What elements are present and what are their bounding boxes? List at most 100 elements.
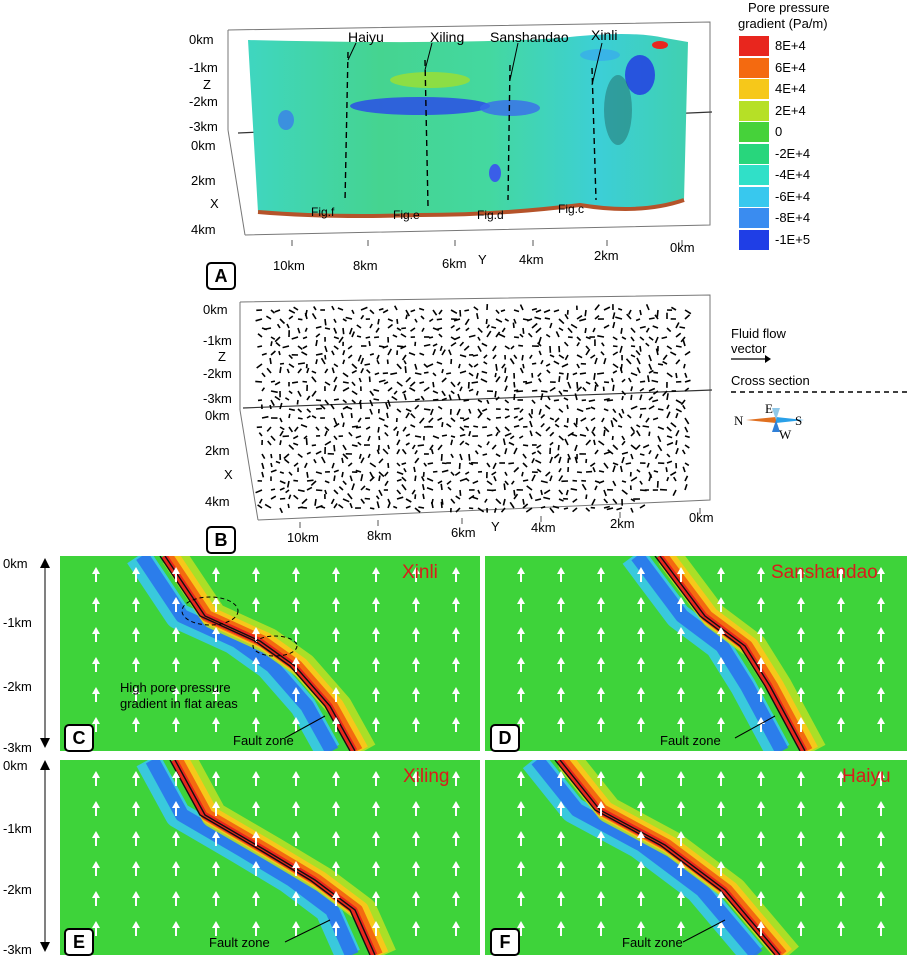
flow-vector	[525, 381, 533, 385]
flow-vector	[293, 426, 299, 432]
flow-arrow	[172, 771, 180, 786]
b-x-tick-0: 0km	[205, 408, 230, 423]
flow-vector	[509, 435, 515, 440]
flow-vector	[338, 486, 344, 491]
flow-vector	[495, 363, 498, 371]
flow-arrow	[877, 771, 885, 786]
flow-vector	[612, 336, 618, 341]
flow-vector	[459, 386, 463, 392]
flow-vector	[567, 431, 575, 437]
flow-vector	[288, 444, 295, 450]
flow-vector	[666, 426, 672, 432]
flow-vector	[430, 448, 434, 455]
flow-vector	[342, 399, 347, 404]
flow-arrow	[557, 921, 565, 936]
flow-vector	[564, 438, 569, 446]
flow-vector	[311, 376, 317, 383]
flow-arrow	[517, 891, 525, 906]
flow-vector	[402, 390, 407, 394]
flow-arrow	[252, 717, 260, 732]
flow-arrow	[557, 717, 565, 732]
flow-vector	[261, 471, 265, 478]
flow-arrow	[717, 801, 725, 816]
flow-vector	[377, 426, 380, 433]
flow-vector	[414, 507, 421, 513]
flow-vector	[535, 309, 542, 313]
flow-vector	[396, 439, 401, 446]
flow-vector	[603, 429, 606, 437]
flow-vector	[297, 327, 301, 334]
flow-vector	[501, 327, 506, 333]
flow-vector	[612, 462, 619, 466]
flow-vector	[267, 440, 272, 446]
flow-vector	[540, 505, 546, 509]
flow-arrow	[597, 921, 605, 936]
flow-vector	[504, 415, 511, 419]
flow-vector	[645, 327, 650, 333]
flow-vector	[411, 444, 416, 450]
flow-vector	[518, 344, 524, 347]
flow-vector	[376, 354, 380, 360]
flow-vector	[342, 386, 350, 392]
flow-vector	[531, 322, 538, 329]
flow-vector	[495, 426, 501, 433]
flow-vector	[297, 345, 303, 351]
flow-vector	[576, 471, 582, 474]
flow-vector	[594, 381, 599, 387]
flow-arrow	[212, 801, 220, 816]
flow-vector	[474, 450, 479, 455]
flow-vector	[387, 444, 390, 450]
flow-vector	[553, 453, 560, 459]
flow-vector	[369, 323, 373, 329]
flow-vector	[648, 369, 654, 374]
flow-vector	[621, 451, 629, 455]
flow-vector	[319, 404, 326, 410]
flow-vector	[492, 354, 497, 360]
fault-line	[174, 760, 376, 955]
flow-vector	[306, 486, 313, 491]
flow-vector	[342, 498, 350, 503]
flow-vector	[297, 368, 303, 374]
flow-vector	[495, 331, 501, 338]
flow-vector	[333, 363, 339, 368]
flow-vector	[450, 324, 455, 329]
b-y-tick-0: 10km	[287, 530, 319, 545]
flow-vector	[536, 468, 542, 473]
flow-vector	[580, 417, 587, 422]
flow-vector	[531, 362, 537, 365]
flow-arrow	[637, 627, 645, 642]
flow-vector	[455, 507, 461, 513]
flow-vector	[610, 420, 614, 428]
flow-vector	[661, 336, 668, 340]
flow-vector	[432, 343, 438, 347]
flow-vector	[351, 381, 356, 387]
flow-vector	[430, 501, 434, 509]
flow-vector	[472, 480, 479, 485]
flow-vector	[513, 493, 519, 500]
flow-vector	[544, 404, 551, 410]
flow-vector	[567, 327, 573, 334]
flow-arrow	[877, 687, 885, 702]
section-label-xiling: Xiling	[430, 29, 465, 45]
flow-vector	[662, 390, 668, 397]
flow-vector	[522, 479, 529, 482]
flow-vector	[366, 369, 371, 374]
flow-vector	[543, 496, 551, 500]
flow-vector	[438, 309, 443, 315]
depth-3-bottom: -3km	[3, 942, 32, 957]
flow-vector	[320, 505, 326, 509]
flow-vector	[504, 426, 510, 432]
flow-arrow	[637, 801, 645, 816]
legend-swatch	[739, 143, 769, 164]
flow-arrow	[92, 861, 100, 876]
flow-vector	[601, 417, 605, 423]
flow-vector	[518, 417, 524, 422]
flow-vector	[684, 444, 690, 449]
flow-vector	[639, 336, 645, 341]
flow-vector	[288, 408, 295, 412]
flow-vector	[573, 422, 578, 428]
flow-vector	[662, 360, 668, 365]
flow-vector	[570, 323, 578, 329]
flow-vector	[414, 398, 420, 401]
flow-arrow	[677, 567, 685, 582]
